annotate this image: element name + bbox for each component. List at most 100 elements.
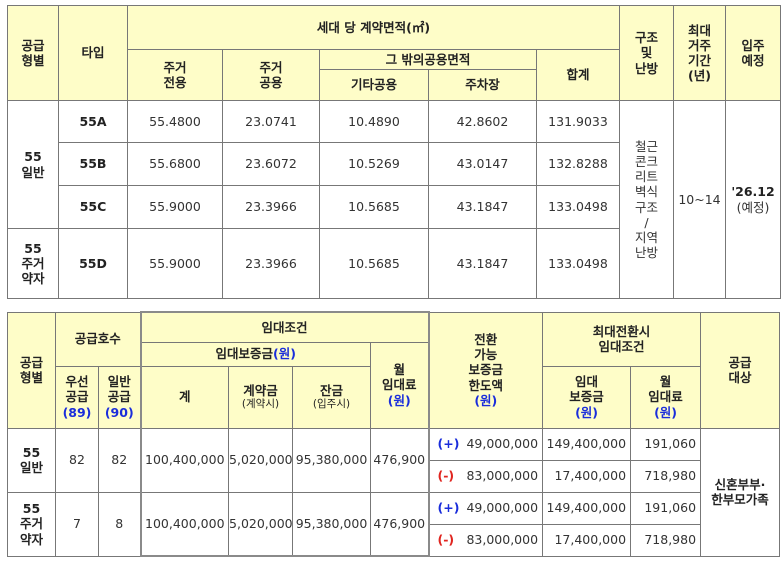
header-structure: 구조 및 난방 — [619, 5, 674, 101]
header-deposit-total: 계 — [139, 365, 230, 429]
etc-common-cell: 10.5685 — [319, 228, 429, 299]
structure-cell: 철근 콘크 리트 벽식 구조 / 지역 난방 — [619, 100, 674, 299]
plus-sign: (+) — [437, 500, 460, 516]
general-cell: 82 — [97, 427, 142, 493]
move-in-date: '26.12 — [731, 184, 775, 200]
header-contract-area: 세대 당 계약면적(㎡) — [127, 5, 620, 50]
limit-value: 49,000,000 — [466, 500, 539, 516]
common-cell: 23.0741 — [222, 100, 320, 143]
etc-common-cell: 10.5269 — [319, 142, 429, 186]
convertible-cell: (+) 49,000,000 — [428, 427, 544, 461]
header-max-period: 최대 거주 기간 (년) — [673, 5, 726, 101]
header-conv-monthly: 월 임대료 (원) — [630, 365, 702, 429]
conv-monthly-cell: 718,980 — [630, 459, 702, 493]
header-total: 합계 — [536, 49, 620, 101]
parking-cell: 42.8602 — [428, 100, 537, 143]
balance-cell: 95,380,000 — [292, 427, 372, 493]
convertible-label: 전환 가능 보증금 한도액 — [468, 331, 504, 393]
header-move-in: 입주 예정 — [725, 5, 781, 101]
row-label: 55 일반 — [7, 427, 56, 493]
header-supply-type: 공급 형별 — [7, 5, 59, 101]
table-row: 55 일반 55A 55.4800 23.0741 10.4890 42.860… — [7, 100, 781, 299]
conv-deposit-cell: 17,400,000 — [542, 459, 632, 493]
table-row: 55C 55.9000 23.3966 10.5685 43.1847 133.… — [8, 185, 781, 229]
plus-sign: (+) — [437, 436, 460, 452]
minus-sign: (-) — [437, 532, 455, 548]
balance-cell: 95,380,000 — [292, 491, 372, 557]
table-row: 55 주거 약자 55D 55.9000 23.3966 10.5685 43.… — [7, 228, 781, 299]
total-cell: 133.0498 — [536, 228, 620, 299]
limit-value: 83,000,000 — [466, 468, 539, 484]
contract-cell: 5,020,000 — [228, 491, 294, 557]
header-conv-deposit: 임대 보증금 (원) — [542, 365, 632, 429]
general-label: 일반 공급 — [107, 374, 131, 405]
common-cell: 23.6072 — [222, 142, 320, 186]
limit-value: 49,000,000 — [466, 436, 539, 452]
etc-common-cell: 10.5685 — [319, 185, 429, 229]
convertible-cell: (-) 83,000,000 — [428, 523, 544, 557]
exclusive-cell: 55.6800 — [127, 142, 223, 186]
total-cell: 132.8288 — [536, 142, 620, 186]
header-convertible: 전환 가능 보증금 한도액 (원) — [428, 311, 544, 429]
table-row: 55 일반 82 82 100,400,000 5,020,000 95,380… — [7, 427, 781, 557]
target-cell: 신혼부부· 한부모가족 — [700, 427, 781, 557]
deposit-total-cell: 100,400,000 — [139, 427, 230, 493]
minus-sign: (-) — [437, 468, 455, 484]
conv-monthly-cell: 191,060 — [630, 427, 702, 461]
parking-cell: 43.1847 — [428, 228, 537, 299]
row-label: 55 주거 약자 — [7, 491, 56, 557]
etc-common-cell: 10.4890 — [319, 100, 429, 143]
monthly-label: 월 임대료 — [382, 362, 417, 393]
monthly-cell: 476,900 — [370, 491, 430, 557]
type-cell: 55D — [58, 228, 128, 299]
priority-label: 우선 공급 — [65, 374, 89, 405]
type-cell: 55A — [58, 100, 128, 143]
header-type: 타입 — [58, 5, 128, 101]
header-balance: 잔금 (입주시) — [292, 365, 372, 429]
table-row: 55B 55.6800 23.6072 10.5269 43.0147 132.… — [8, 142, 781, 186]
monthly-cell: 476,900 — [370, 427, 430, 493]
table-row: (-) 83,000,000 17,400,000 718,980 — [8, 459, 780, 493]
contract-cell: 5,020,000 — [228, 427, 294, 493]
header-parking: 주차장 — [428, 69, 537, 101]
conv-deposit-cell: 149,400,000 — [542, 491, 632, 525]
header-monthly: 월 임대료 (원) — [370, 341, 430, 429]
general-count: (90) — [104, 404, 134, 420]
header-supply-units: 공급호수 — [54, 311, 142, 367]
common-cell: 23.3966 — [222, 185, 320, 229]
area-table: 공급 형별 타입 세대 당 계약면적(㎡) 구조 및 난방 최대 거주 기간 (… — [7, 5, 781, 299]
won-unit: (원) — [273, 346, 296, 362]
total-cell: 133.0498 — [536, 185, 620, 229]
header-rent-conditions: 임대조건 — [139, 311, 430, 343]
convertible-cell: (+) 49,000,000 — [428, 491, 544, 525]
won-unit: (원) — [654, 404, 677, 420]
exclusive-cell: 55.9000 — [127, 228, 223, 299]
conv-monthly-cell: 191,060 — [630, 491, 702, 525]
header-etc-common: 기타공용 — [319, 69, 429, 101]
priority-cell: 7 — [55, 491, 99, 557]
move-in-cell: '26.12 (예정) — [725, 100, 781, 299]
group-label: 55 일반 — [7, 100, 59, 229]
move-in-note: (예정) — [736, 199, 770, 215]
won-unit: (원) — [575, 404, 598, 420]
parking-cell: 43.0147 — [428, 142, 537, 186]
type-cell: 55C — [58, 185, 128, 229]
conv-deposit-label: 임대 보증금 — [569, 374, 604, 405]
parking-cell: 43.1847 — [428, 185, 537, 229]
limit-value: 83,000,000 — [466, 532, 539, 548]
conv-monthly-label: 월 임대료 — [648, 374, 683, 405]
priority-cell: 82 — [55, 427, 99, 493]
deposit-total-cell: 100,400,000 — [139, 491, 230, 557]
table-row: 55 주거 약자 7 8 100,400,000 5,020,000 95,38… — [7, 491, 780, 557]
header-common: 주거 공용 — [222, 49, 320, 101]
header-target: 공급 대상 — [700, 311, 781, 429]
type-cell: 55B — [58, 142, 128, 186]
table-row: (-) 83,000,000 17,400,000 718,980 — [8, 523, 780, 557]
common-cell: 23.3966 — [222, 228, 320, 299]
header-priority: 우선 공급 (89) — [55, 365, 99, 429]
max-period-cell: 10~14 — [673, 100, 726, 299]
conv-deposit-cell: 149,400,000 — [542, 427, 632, 461]
header-exclusive: 주거 전용 — [127, 49, 223, 101]
header-general: 일반 공급 (90) — [97, 365, 142, 429]
won-unit: (원) — [387, 392, 411, 408]
